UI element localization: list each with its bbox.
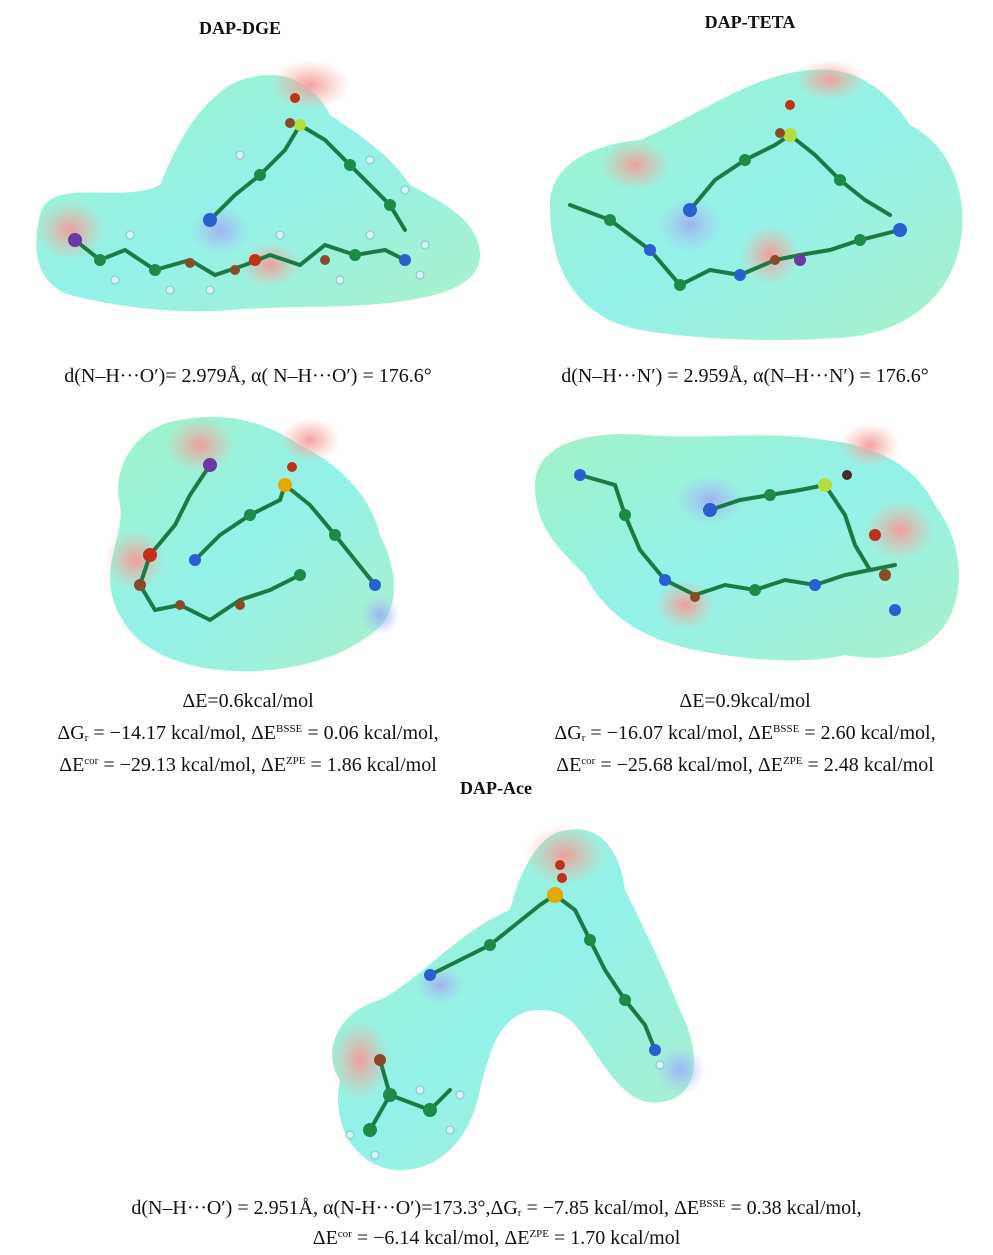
molecule-dap-ace-image [330,825,705,1170]
molecule-dap-teta-conformer-image [535,423,959,661]
molecule-dap-dge-conformer-image [105,416,400,672]
panel-title-dap-ace: DAP-Ace [460,778,532,798]
panel-title-dap-teta: DAP-TETA [704,12,796,32]
caption-dap-dge-geometry: d(N–H···O′)= 2.979Å, α( N–H···O′) = 176.… [64,365,432,387]
molecule-dap-dge-image [35,60,480,312]
caption-dap-dge-delta-e: ΔE=0.6kcal/mol [182,690,314,712]
caption-dap-teta-geometry: d(N–H···N′) = 2.959Å, α(N–H···N′) = 176.… [561,365,929,387]
caption-dap-teta-delta-e: ΔE=0.9kcal/mol [679,690,811,712]
caption-dap-teta-energies-2: ΔEcor = −25.68 kcal/mol, ΔEZPE = 2.48 kc… [556,754,934,776]
caption-dap-dge-energies-2: ΔEcor = −29.13 kcal/mol, ΔEZPE = 1.86 kc… [59,754,437,776]
caption-dap-ace-line-2: ΔEcor = −6.14 kcal/mol, ΔEZPE = 1.70 kca… [312,1227,681,1249]
caption-dap-dge-energies-1: ΔGr = −14.17 kcal/mol, ΔEBSSE = 0.06 kca… [57,722,439,744]
caption-dap-teta-energies-1: ΔGr = −16.07 kcal/mol, ΔEBSSE = 2.60 kca… [554,722,936,744]
molecule-dap-teta-image [550,60,963,341]
panel-title-dap-dge: DAP-DGE [199,18,281,38]
caption-dap-ace-line-1: d(N–H···O′) = 2.951Å, α(N-H···O′)=173.3°… [131,1197,862,1219]
